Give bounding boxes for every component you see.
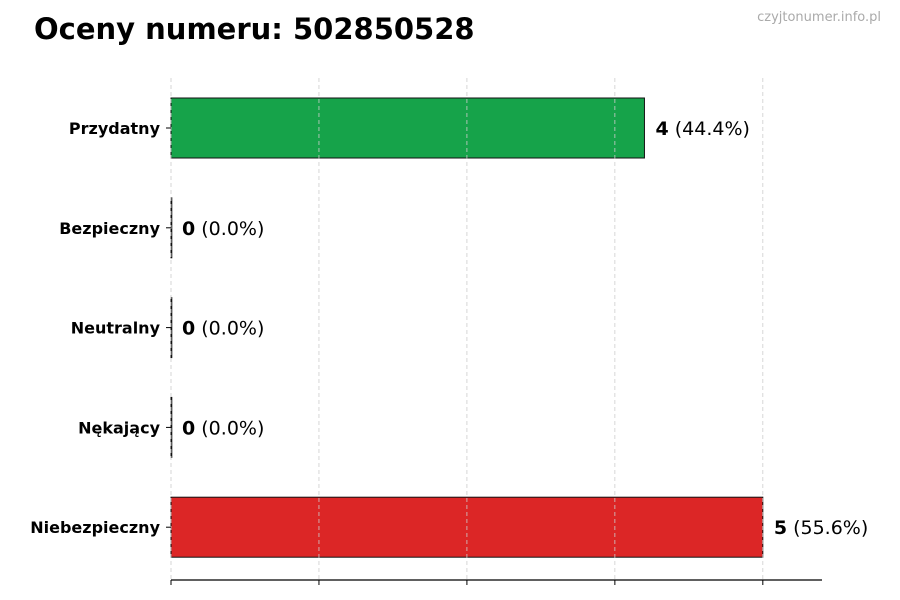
bar-2 (170, 297, 173, 359)
value-count: 0 (182, 417, 195, 439)
value-count: 0 (182, 218, 195, 240)
value-label-3: 0 (0.0%) (182, 417, 264, 439)
value-label-4: 5 (55.6%) (774, 517, 868, 539)
value-count: 0 (182, 318, 195, 340)
category-label-0: Przydatny (69, 119, 161, 138)
value-percent: (0.0%) (195, 218, 264, 240)
value-label-1: 0 (0.0%) (182, 218, 264, 240)
bar-3 (170, 396, 173, 458)
value-label-2: 0 (0.0%) (182, 318, 264, 340)
value-percent: (44.4%) (669, 118, 750, 140)
value-percent: (55.6%) (787, 517, 868, 539)
category-label-2: Neutralny (71, 319, 161, 338)
value-label-0: 4 (44.4%) (655, 118, 749, 140)
chart-title: Oceny numeru: 502850528 (34, 12, 475, 46)
category-label-1: Bezpieczny (59, 219, 160, 238)
value-percent: (0.0%) (195, 318, 264, 340)
category-label-4: Niebezpieczny (30, 518, 160, 537)
value-percent: (0.0%) (195, 417, 264, 439)
category-label-3: Nękający (78, 418, 160, 437)
value-count: 4 (655, 118, 668, 140)
value-count: 5 (774, 517, 787, 539)
watermark: czyjtonumer.info.pl (757, 10, 881, 25)
bar-0 (170, 97, 645, 159)
